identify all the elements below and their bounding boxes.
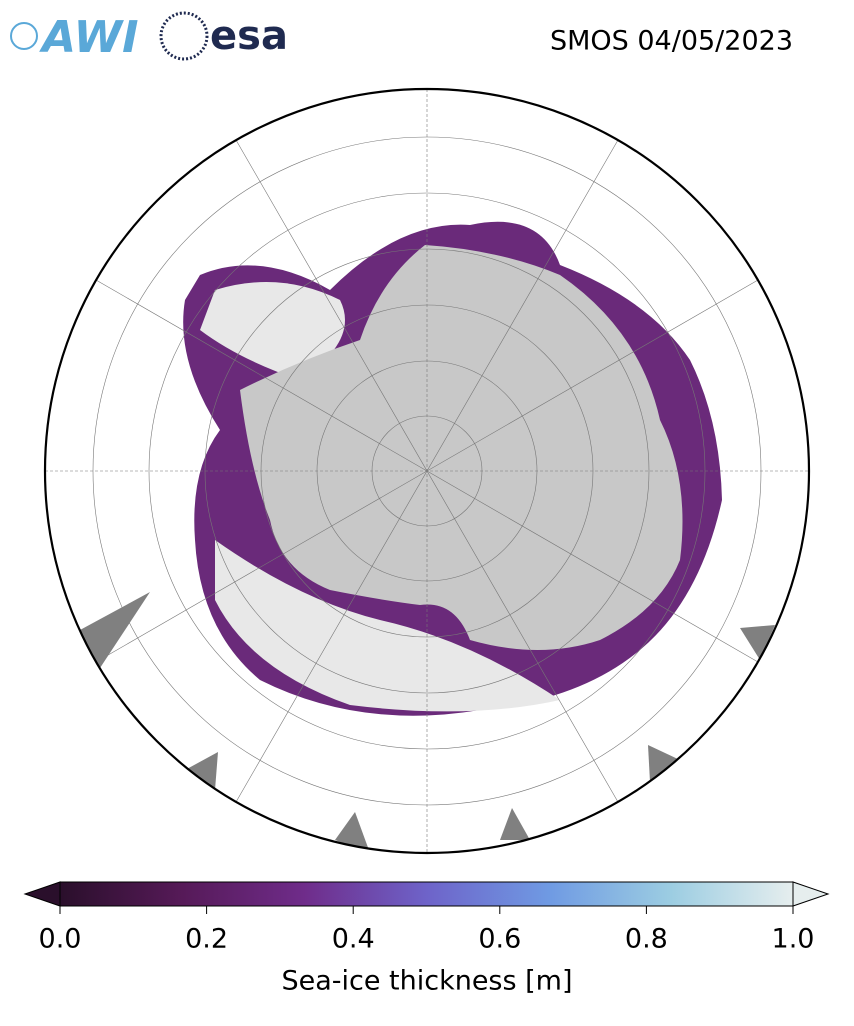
colorbar-tick-label: 0.6 xyxy=(478,924,521,955)
colorbar xyxy=(23,881,830,914)
logo-text: esa xyxy=(210,13,288,59)
antarctica xyxy=(240,245,683,650)
logo-awi: AWI xyxy=(10,12,139,63)
colorbar-tick-label: 0.8 xyxy=(625,924,668,955)
colorbar-tick-label: 0.2 xyxy=(185,924,228,955)
colorbar-extend-high xyxy=(792,881,830,907)
ice-thick xyxy=(200,282,345,380)
graticule xyxy=(45,89,809,853)
colorbar-tick-label: 0.0 xyxy=(39,924,82,955)
no-data xyxy=(80,592,775,853)
colorbar-label: Sea-ice thickness [m] xyxy=(281,966,572,997)
colorbar-tick-label: 1.0 xyxy=(772,924,815,955)
logo-text: AWI xyxy=(39,12,139,63)
ice-thick xyxy=(215,540,560,712)
colorbar-extend-low xyxy=(23,881,61,907)
colorbar-tick-label: 0.4 xyxy=(332,924,375,955)
map xyxy=(45,89,809,853)
title: SMOS 04/05/2023 xyxy=(550,26,793,57)
colorbar-body xyxy=(59,881,794,907)
map-frame xyxy=(43,87,811,855)
logo-esa: esa xyxy=(159,11,288,61)
